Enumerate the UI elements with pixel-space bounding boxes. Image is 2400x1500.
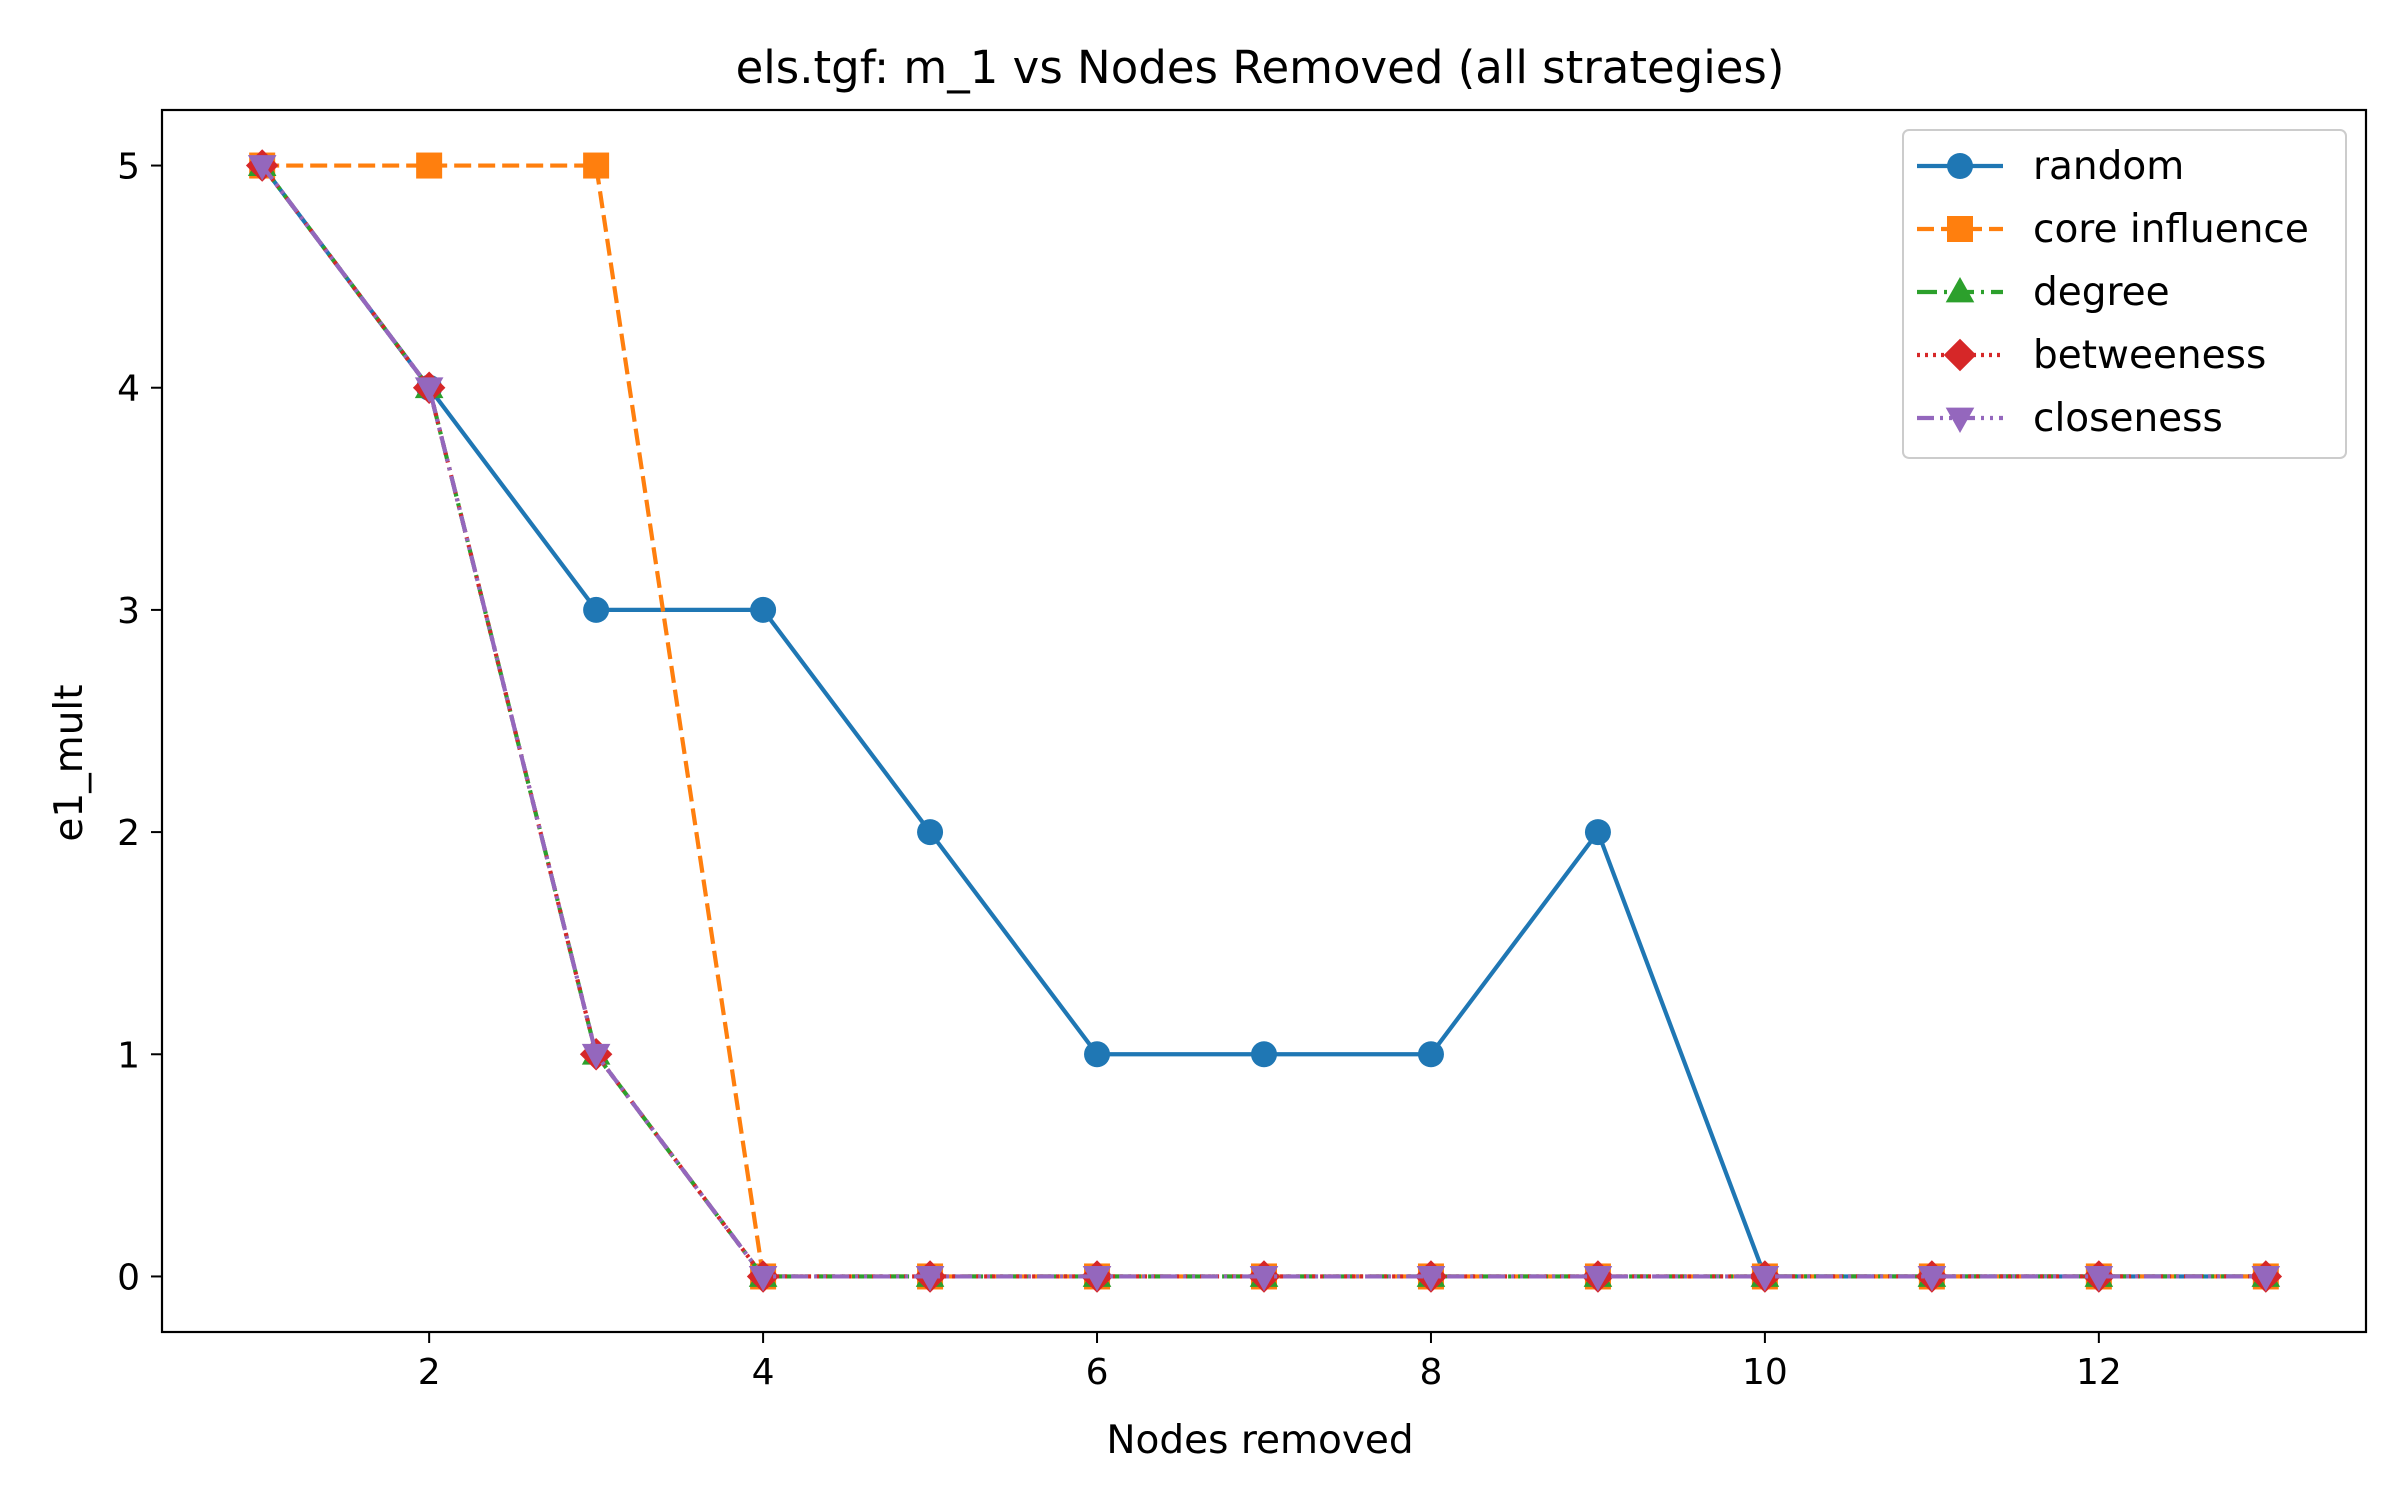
y-tick-label: 2 — [117, 813, 140, 854]
data-point — [915, 1266, 945, 1292]
data-point — [1249, 1266, 1279, 1292]
data-point — [2251, 1266, 2281, 1292]
data-point — [414, 377, 444, 403]
axes-frame — [160, 108, 2368, 1334]
legend-marker — [1947, 216, 1973, 242]
data-point — [1917, 1266, 1947, 1292]
x-axis-title: Nodes removed — [1106, 1418, 1413, 1463]
data-point — [2084, 1266, 2114, 1292]
legend-marker — [1943, 338, 1977, 372]
data-point — [1583, 1266, 1613, 1292]
x-tick-label: 4 — [752, 1352, 775, 1393]
x-tick-label: 10 — [1742, 1352, 1788, 1393]
data-point — [748, 1266, 778, 1292]
legend-marker — [1947, 153, 1973, 179]
y-tick-label: 3 — [117, 591, 140, 632]
legend: random core influence degree betweeness clos… — [1902, 129, 2347, 459]
y-tick-label: 5 — [117, 147, 140, 188]
x-tick-label: 2 — [418, 1352, 441, 1393]
data-point — [416, 152, 443, 179]
y-tick-label: 1 — [117, 1035, 140, 1076]
y-axis-title: e1_mult — [47, 684, 92, 841]
data-point — [247, 155, 277, 181]
legend-label: betweeness — [2033, 333, 2266, 378]
data-point — [581, 1043, 611, 1070]
legend-marker — [1945, 277, 1975, 303]
data-point — [1416, 1266, 1446, 1292]
data-point — [1251, 1041, 1277, 1068]
legend-marker — [1945, 407, 1975, 433]
x-tick-label: 6 — [1086, 1352, 1109, 1393]
series-closeness — [247, 155, 2281, 1292]
data-point — [917, 819, 944, 846]
legend-label: random — [2033, 144, 2184, 189]
chart-title: els.tgf: m_1 vs Nodes Removed (all strat… — [736, 41, 1785, 94]
legend-box — [1902, 129, 2347, 459]
x-tick-label: 12 — [2076, 1352, 2122, 1393]
legend-label: core influence — [2033, 207, 2309, 252]
x-tick-label: 8 — [1420, 1352, 1443, 1393]
y-tick-label: 0 — [117, 1257, 140, 1298]
data-point — [583, 596, 610, 623]
legend-label: degree — [2033, 270, 2170, 315]
y-tick-label: 4 — [117, 369, 140, 410]
data-point — [1750, 1266, 1780, 1292]
data-point — [1084, 1041, 1111, 1068]
legend-label: closeness — [2033, 396, 2223, 441]
data-point — [1082, 1266, 1112, 1292]
data-point — [750, 596, 777, 623]
data-point — [583, 152, 610, 179]
data-point — [1417, 1041, 1444, 1068]
data-point — [1584, 819, 1611, 846]
